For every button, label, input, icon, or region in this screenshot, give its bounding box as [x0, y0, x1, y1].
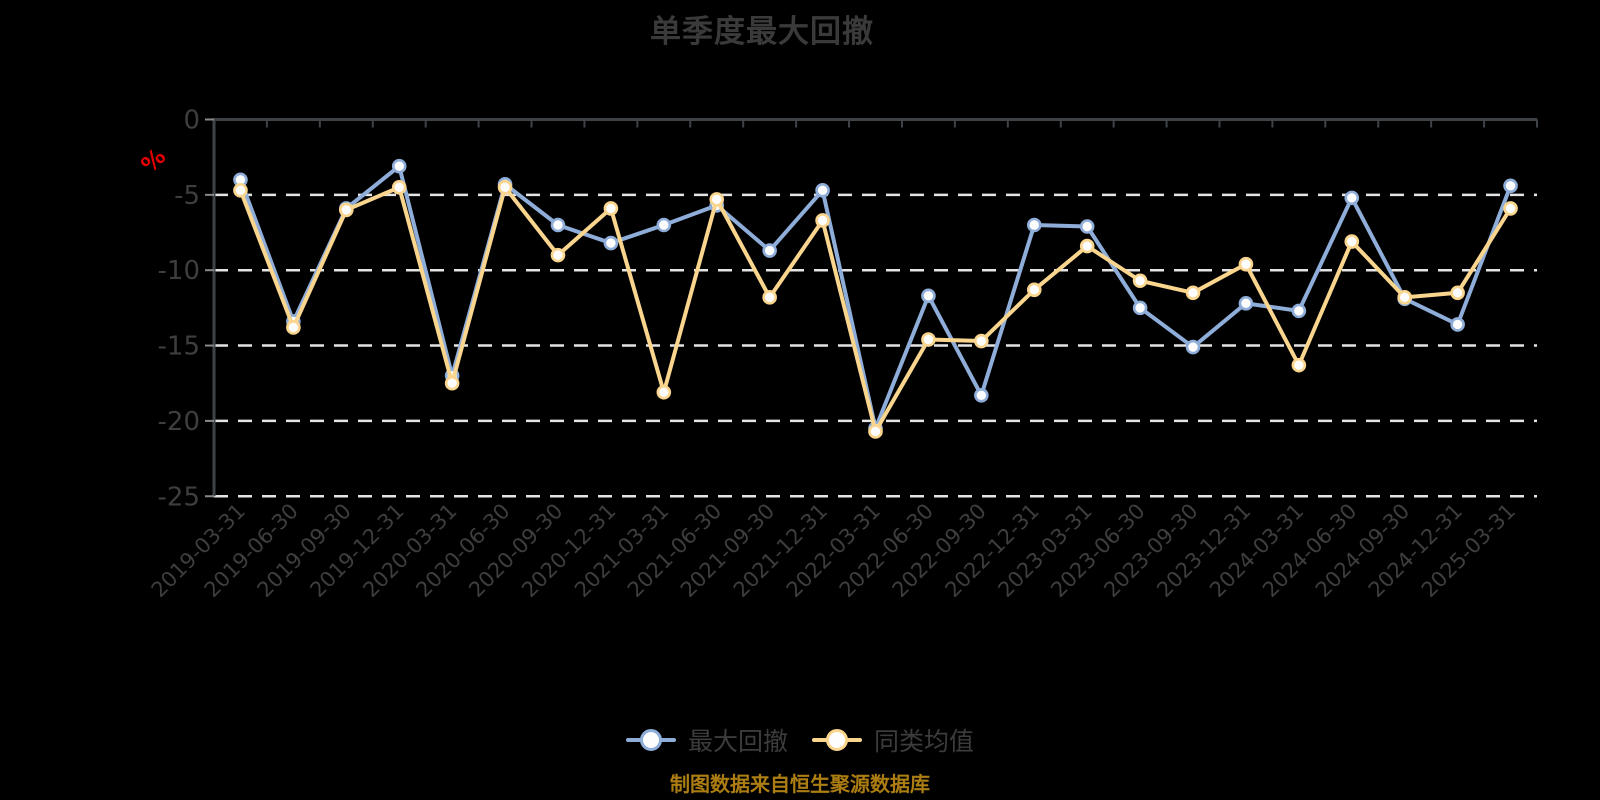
data-point-marker[interactable] — [1503, 178, 1518, 194]
data-point-marker[interactable] — [1397, 290, 1412, 305]
data-source-caption: 制图数据来自恒生聚源数据库 — [670, 772, 930, 796]
data-point-marker[interactable] — [815, 213, 830, 228]
legend-label: 同类均值 — [874, 727, 975, 756]
line-marker-icon — [625, 727, 676, 753]
data-point-marker[interactable] — [1238, 296, 1254, 311]
data-point-marker[interactable] — [1185, 339, 1201, 355]
legend-label: 最大回撤 — [687, 727, 788, 756]
data-point-marker[interactable] — [391, 180, 407, 195]
data-point-marker[interactable] — [921, 288, 936, 304]
y-tick-label: -25 — [158, 482, 200, 512]
data-point-marker[interactable] — [603, 201, 619, 216]
data-point-marker[interactable] — [1344, 190, 1360, 206]
data-point-marker[interactable] — [921, 332, 936, 347]
legend-dot-blue — [639, 729, 662, 751]
legend-item-max-drawdown[interactable]: 最大回撤 — [625, 722, 788, 758]
data-point-marker[interactable] — [1079, 238, 1095, 254]
chart-title: 单季度最大回撤 — [650, 14, 874, 50]
data-point-marker[interactable] — [762, 290, 777, 305]
y-tick-label: -20 — [158, 407, 200, 437]
y-tick-label: -10 — [158, 256, 200, 286]
data-point-marker[interactable] — [1132, 300, 1148, 316]
data-point-marker[interactable] — [656, 384, 672, 400]
data-point-marker[interactable] — [974, 387, 989, 403]
data-point-marker[interactable] — [391, 158, 407, 174]
series-line-category-average[interactable] — [238, 185, 1513, 434]
data-point-marker[interactable] — [868, 424, 883, 439]
data-point-marker[interactable] — [762, 243, 777, 258]
legend: 最大回撤 同类均值 — [0, 722, 1600, 758]
data-point-marker[interactable] — [1450, 317, 1465, 332]
data-point-marker[interactable] — [1026, 282, 1042, 298]
data-point-marker[interactable] — [1291, 357, 1307, 373]
data-point-marker[interactable] — [709, 192, 725, 207]
line-marker-icon — [812, 727, 862, 753]
data-point-marker[interactable] — [338, 202, 354, 218]
data-point-marker[interactable] — [1344, 234, 1360, 249]
data-point-marker[interactable] — [550, 217, 566, 233]
data-point-marker[interactable] — [1503, 201, 1518, 216]
legend-item-category-average[interactable]: 同类均值 — [812, 722, 974, 758]
data-point-marker[interactable] — [815, 183, 830, 198]
data-point-marker[interactable] — [974, 333, 989, 349]
data-point-marker[interactable] — [1291, 303, 1307, 319]
data-point-marker[interactable] — [444, 375, 460, 391]
y-tick-label: 0 — [183, 106, 200, 136]
data-point-marker[interactable] — [1132, 273, 1148, 289]
y-tick-label: -15 — [158, 332, 200, 362]
data-point-marker[interactable] — [497, 180, 513, 195]
data-point-marker[interactable] — [286, 320, 301, 335]
data-point-marker[interactable] — [1185, 285, 1201, 301]
data-point-marker[interactable] — [603, 235, 619, 251]
data-point-marker[interactable] — [1079, 219, 1095, 234]
data-point-marker[interactable] — [233, 183, 248, 198]
data-point-marker[interactable] — [1238, 256, 1254, 272]
legend-dot-yellow — [826, 729, 848, 751]
data-point-marker[interactable] — [656, 217, 672, 233]
y-tick-label: -5 — [174, 181, 200, 211]
data-point-marker[interactable] — [1450, 285, 1465, 301]
data-point-marker[interactable] — [550, 247, 566, 263]
data-point-marker[interactable] — [1026, 217, 1042, 233]
y-axis-unit-label: % — [137, 144, 172, 179]
